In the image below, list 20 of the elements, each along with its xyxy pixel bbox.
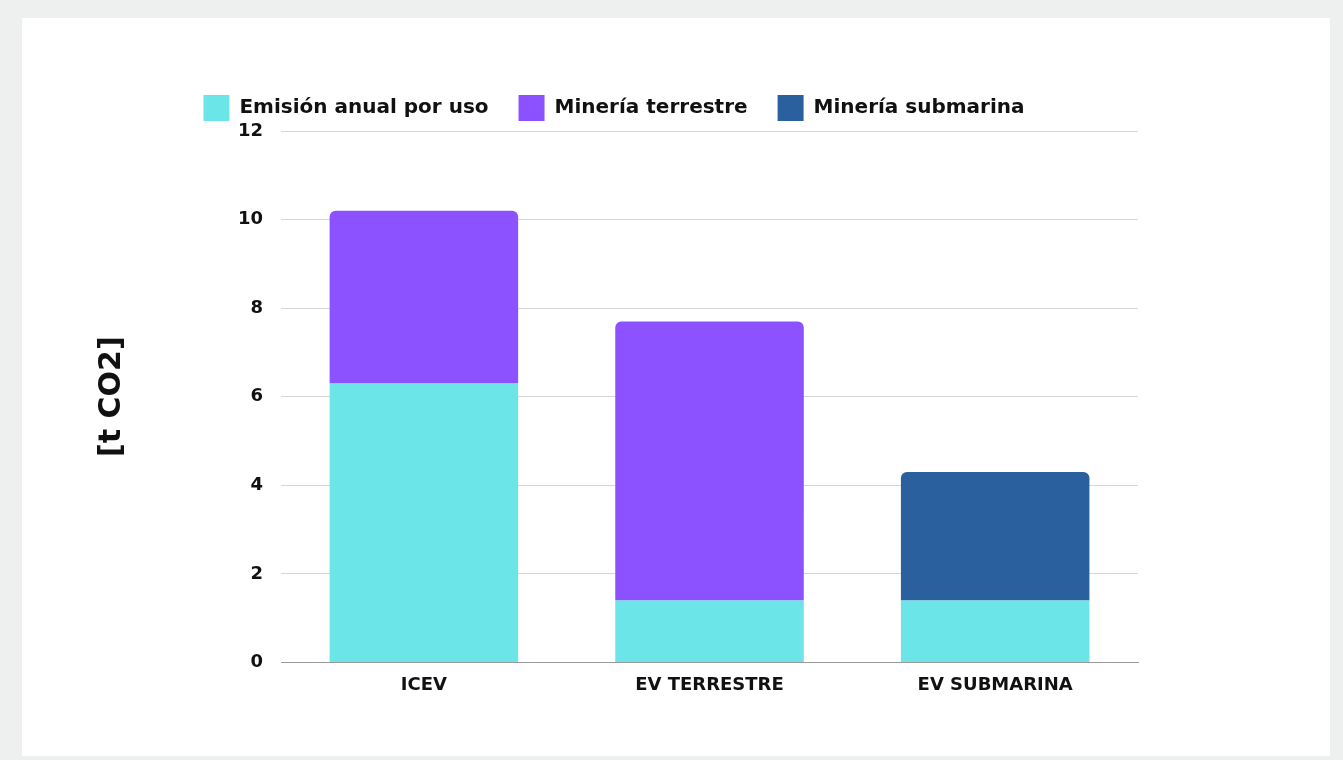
bar <box>615 600 804 662</box>
legend-label: Minería terrestre <box>554 94 748 119</box>
bar <box>900 471 1090 601</box>
x-tick-label: EV TERRESTRE <box>635 672 784 694</box>
y-tick-label: 2 <box>250 561 264 583</box>
y-tick-label: 4 <box>250 472 264 494</box>
y-tick-label: 6 <box>250 384 264 406</box>
y-tick-label: 12 <box>237 118 264 140</box>
bar <box>329 383 519 662</box>
x-tick-label: ICEV <box>400 672 448 694</box>
legend-label: Minería submarina <box>813 94 1025 119</box>
bar <box>329 210 519 384</box>
y-tick-label: 10 <box>237 207 264 229</box>
bar <box>900 600 1090 662</box>
y-tick-label: 0 <box>250 650 264 672</box>
y-tick-label: 8 <box>250 295 264 317</box>
bar <box>615 321 804 601</box>
legend-label: Emisión anual por uso <box>239 94 489 119</box>
y-axis-title: [t CO2] <box>91 336 127 457</box>
x-tick-label: EV SUBMARINA <box>917 672 1073 694</box>
